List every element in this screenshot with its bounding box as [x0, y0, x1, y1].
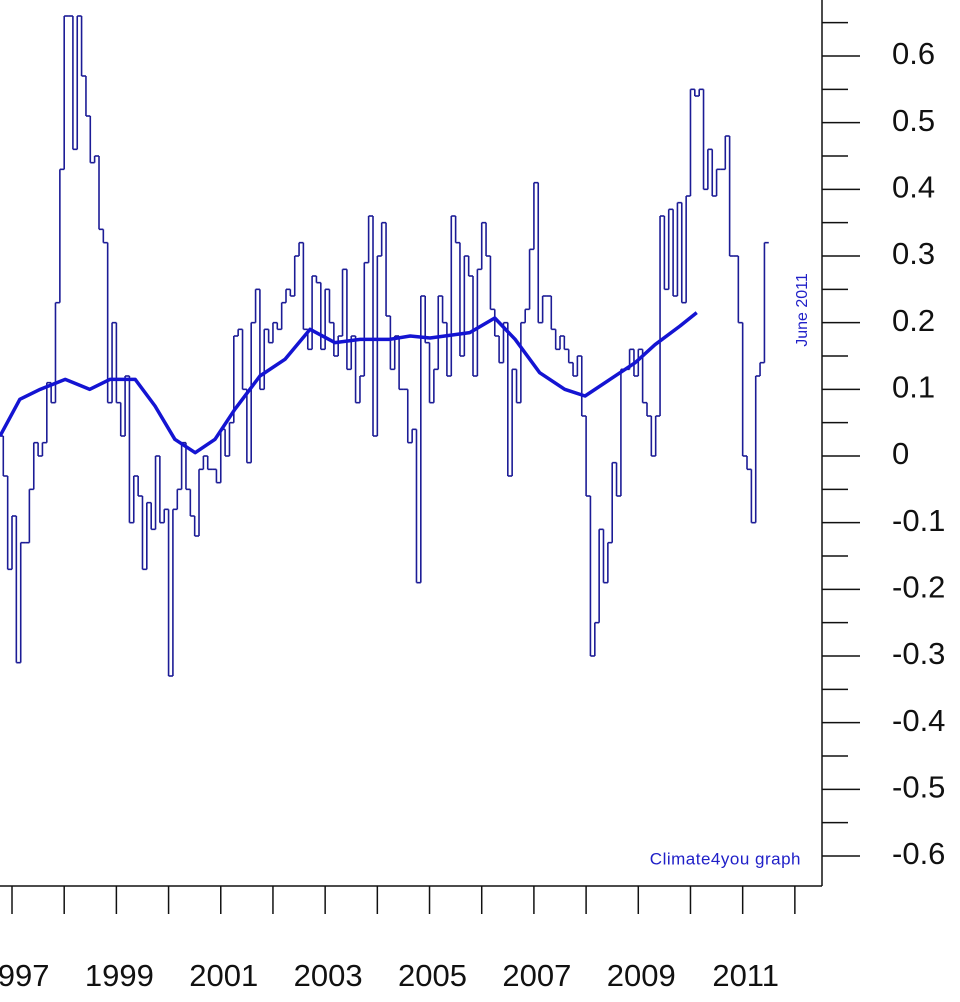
- x-tick-label: 1997: [0, 958, 49, 993]
- y-tick-label: -0.2: [892, 570, 945, 605]
- y-tick-label: -0.1: [892, 503, 945, 538]
- y-tick-label: -0.5: [892, 770, 945, 805]
- y-tick-label: -0.3: [892, 636, 945, 671]
- x-tick-label: 2009: [607, 958, 676, 993]
- x-tick-label: 2011: [712, 958, 779, 993]
- x-tick-label: 2003: [294, 958, 363, 993]
- y-tick-label: 0: [892, 436, 909, 471]
- x-tick-label: 2007: [502, 958, 571, 993]
- y-tick-label: 0.2: [892, 303, 935, 338]
- y-tick-label: 0.3: [892, 236, 935, 271]
- y-tick-label: 0.4: [892, 170, 935, 205]
- y-tick-label: 0.7: [892, 0, 935, 5]
- y-tick-label: 0.6: [892, 36, 935, 71]
- x-tick-label: 1999: [85, 958, 154, 993]
- y-tick-label: 0.1: [892, 370, 935, 405]
- y-tick-label: -0.6: [892, 836, 945, 871]
- x-tick-label: 2005: [398, 958, 467, 993]
- x-tick-label: 2001: [189, 958, 258, 993]
- y-tick-label: 0.5: [892, 103, 935, 138]
- y-tick-label: -0.4: [892, 703, 945, 738]
- annotation: Climate4you graph: [650, 849, 801, 868]
- running-mean: [0, 311, 698, 455]
- annotation: June 2011: [794, 273, 811, 347]
